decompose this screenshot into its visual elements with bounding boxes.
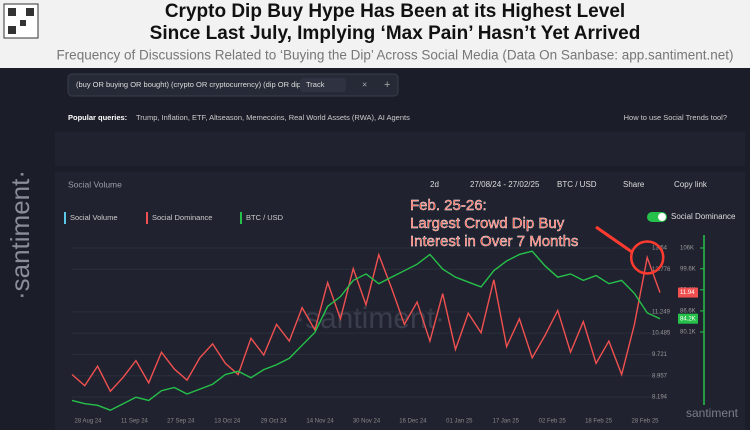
legend-label: Social Dominance bbox=[152, 213, 212, 222]
side-watermark: ·santiment· bbox=[5, 170, 35, 300]
x-tick-label: 11 Sep 24 bbox=[121, 419, 149, 425]
legend-swatch bbox=[64, 212, 66, 224]
last-value-bg bbox=[678, 313, 698, 324]
toggle-label: Social Dominance bbox=[671, 212, 736, 221]
x-tick-label: 28 Feb 25 bbox=[631, 419, 659, 425]
series-line bbox=[71, 252, 661, 393]
x-tick-label: 01 Jan 25 bbox=[446, 419, 473, 425]
empty-band bbox=[55, 132, 745, 166]
x-tick-label: 17 Jan 25 bbox=[493, 419, 520, 425]
last-value-bg bbox=[678, 287, 698, 298]
popular-items[interactable]: Trump, Inflation, ETF, Altseason, Memeco… bbox=[136, 113, 410, 122]
x-tick-label: 29 Oct 24 bbox=[261, 419, 288, 425]
x-tick-label: 13 Oct 24 bbox=[214, 419, 241, 425]
date-range[interactable]: 27/08/24 - 27/02/25 bbox=[470, 180, 540, 189]
y-tick-label: 10.485 bbox=[652, 331, 671, 337]
query-text: (buy OR buying OR bought) (crypto OR cry… bbox=[76, 80, 317, 89]
x-tick-label: 30 Nov 24 bbox=[353, 419, 381, 425]
last-value-label: 11.94 bbox=[680, 290, 695, 296]
copy-link[interactable]: Copy link bbox=[674, 180, 708, 189]
track-button[interactable] bbox=[300, 78, 346, 92]
popular-label: Popular queries: bbox=[68, 113, 127, 122]
brand: santiment bbox=[686, 406, 739, 420]
qr-block bbox=[26, 8, 34, 16]
y-tick-label: 11.249 bbox=[652, 309, 671, 315]
interval[interactable]: 2d bbox=[430, 180, 439, 189]
qr-block bbox=[8, 8, 16, 16]
legend-label: Social Volume bbox=[70, 213, 118, 222]
qr-block bbox=[8, 26, 16, 34]
y-tick-label: 9.721 bbox=[652, 352, 668, 358]
y-tick-label: 8.194 bbox=[652, 395, 668, 401]
x-tick-label: 14 Nov 24 bbox=[306, 419, 334, 425]
help-link[interactable]: How to use Social Trends tool? bbox=[624, 113, 727, 122]
x-tick-label: 28 Aug 24 bbox=[74, 419, 102, 425]
annotation-line: Largest Crowd Dip Buy bbox=[410, 215, 565, 232]
y2-tick-label: 80.1K bbox=[680, 330, 696, 336]
panel-title: Social Volume bbox=[68, 179, 122, 189]
y2-tick-label: 106K bbox=[680, 246, 694, 252]
annotation: Feb. 25-26: Largest Crowd Dip Buy Interest… bbox=[410, 197, 578, 250]
asset[interactable]: BTC / USD bbox=[557, 180, 597, 189]
legend-swatch bbox=[146, 212, 148, 224]
x-tick-label: 16 Dec 24 bbox=[399, 419, 427, 425]
watermark: ·santiment· bbox=[295, 302, 445, 335]
series-line bbox=[71, 250, 661, 411]
title: Since Last July, Implying ‘Max Pain’ Has… bbox=[150, 23, 641, 44]
last-value-tag: 84.2K bbox=[678, 313, 698, 324]
highlight-circle bbox=[629, 240, 665, 275]
x-tick-label: 02 Feb 25 bbox=[539, 419, 567, 425]
title: Crypto Dip Buy Hype Has Been at its High… bbox=[165, 1, 625, 22]
toggle-knob bbox=[658, 213, 666, 221]
close-icon[interactable]: × bbox=[362, 79, 367, 89]
legend-swatch bbox=[240, 212, 242, 224]
last-value-label: 84.2K bbox=[680, 316, 696, 322]
y-tick-label: 12.776 bbox=[652, 267, 671, 273]
track-label: Track bbox=[306, 80, 325, 89]
last-value-tag: 11.94 bbox=[678, 287, 698, 298]
y2-tick-label: 99.6K bbox=[680, 266, 696, 272]
header-bg bbox=[0, 0, 750, 68]
y2-tick-label: 86.6K bbox=[680, 308, 696, 314]
annotation-arrow bbox=[595, 225, 633, 253]
x-tick-label: 18 Feb 25 bbox=[585, 419, 613, 425]
qr-block bbox=[20, 20, 26, 26]
legend-label: BTC / USD bbox=[246, 213, 284, 222]
annotation-line: Interest in Over 7 Months bbox=[410, 233, 578, 250]
annotation-line: Feb. 25-26: bbox=[410, 197, 487, 214]
add-icon[interactable]: + bbox=[384, 79, 390, 91]
subtitle: Frequency of Discussions Related to ‘Buy… bbox=[56, 48, 733, 63]
share[interactable]: Share bbox=[623, 180, 645, 189]
x-tick-label: 27 Sep 24 bbox=[167, 419, 195, 425]
y-tick-label: 8.957 bbox=[652, 373, 668, 379]
